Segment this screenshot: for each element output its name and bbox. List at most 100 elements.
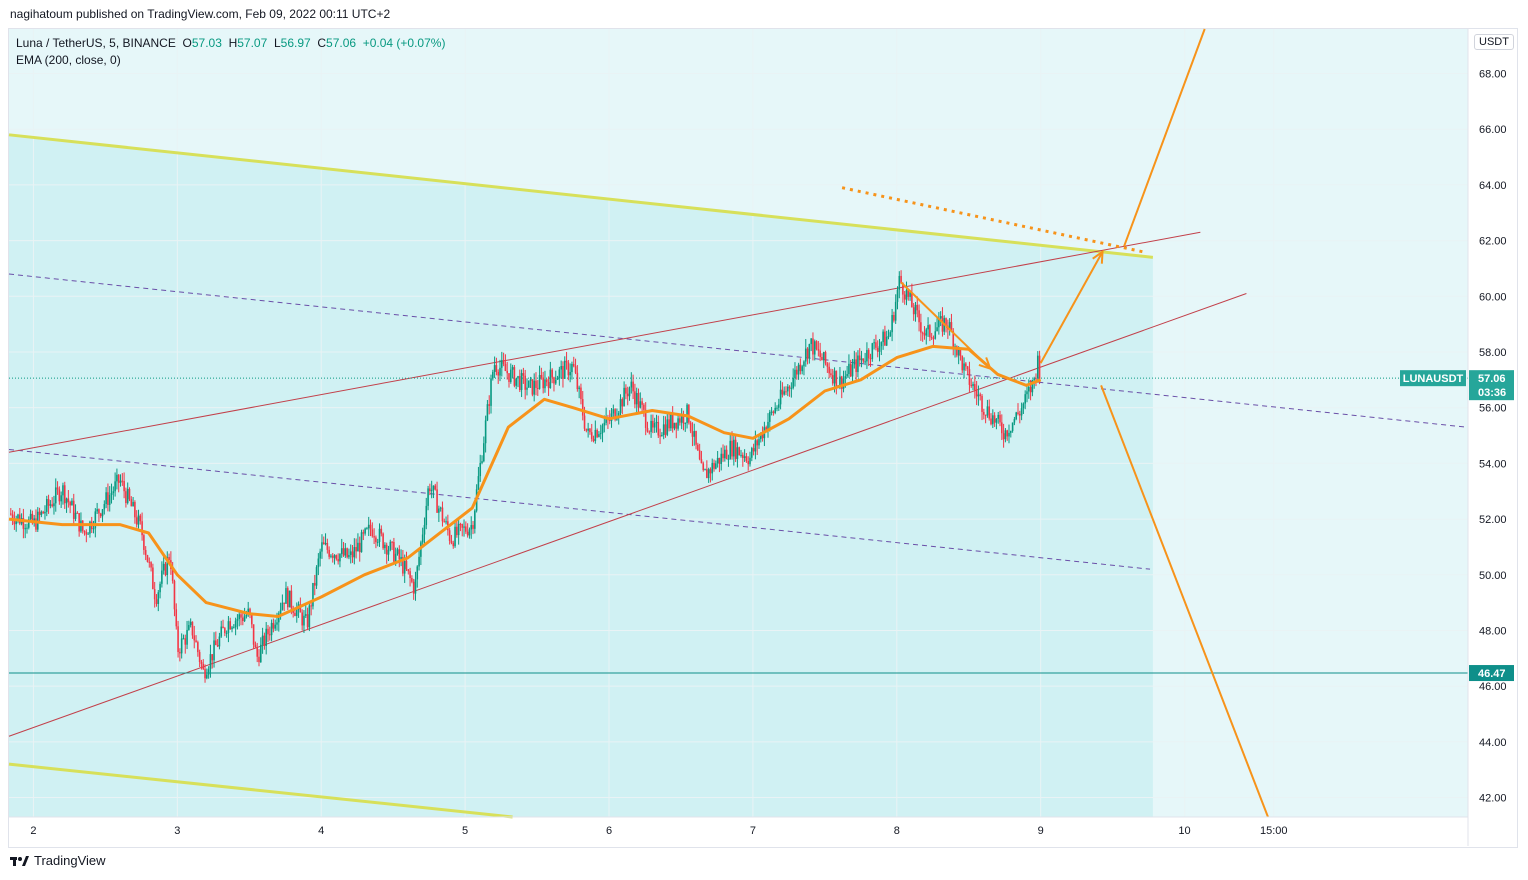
candle-body: [177, 626, 179, 653]
candle-body: [35, 518, 37, 530]
candle-body: [351, 551, 354, 558]
candle-body: [303, 615, 305, 626]
candle-body: [1038, 355, 1041, 382]
candle-body: [661, 435, 663, 437]
candle-body: [60, 495, 62, 502]
candle-body: [1004, 430, 1007, 440]
candle-body: [531, 379, 534, 395]
candle-body: [335, 555, 338, 560]
candle-body: [1002, 433, 1005, 440]
candle-body: [1001, 422, 1003, 434]
candle-body: [893, 315, 895, 321]
candle-body: [810, 338, 812, 345]
candle-body: [956, 346, 958, 356]
candle-body: [369, 524, 372, 530]
candle-body: [69, 501, 71, 506]
candle-body: [222, 626, 224, 629]
candle-body: [970, 384, 973, 387]
candle-body: [698, 450, 701, 460]
candle-body: [51, 504, 53, 507]
candle-body: [520, 373, 523, 391]
candle-body: [143, 535, 145, 550]
candle-body: [58, 489, 61, 502]
candle-body: [864, 361, 866, 363]
candle-body: [576, 372, 579, 390]
candle-body: [313, 582, 316, 586]
projection-breakout-line: [1123, 28, 1206, 247]
candle-body: [664, 424, 667, 435]
footer-brand[interactable]: TradingView: [10, 853, 106, 868]
candle-body: [1018, 413, 1021, 416]
candle-body: [643, 404, 645, 410]
candle-body: [9, 513, 12, 515]
candle-body: [938, 318, 940, 328]
candle-body: [328, 549, 330, 557]
candle-body: [608, 419, 611, 422]
candle-body: [875, 342, 877, 348]
candle-body: [909, 292, 911, 297]
candle-body: [758, 439, 760, 446]
projection-layer: [841, 28, 1269, 818]
candle-body: [114, 481, 116, 492]
candle-body: [283, 602, 285, 604]
trend-upper-line: [8, 231, 1201, 453]
current-price-value: 57.06: [1478, 373, 1506, 385]
candle-body: [677, 418, 679, 429]
candle-body: [653, 423, 656, 428]
candle-body: [342, 548, 345, 556]
candle-body: [585, 428, 588, 431]
candle-body: [164, 563, 167, 576]
candle-body: [948, 322, 951, 330]
candle-body: [569, 372, 571, 376]
candle-body: [599, 433, 602, 435]
currency-button[interactable]: USDT: [1474, 34, 1514, 50]
candle-body: [797, 364, 800, 375]
candle-body: [258, 656, 260, 663]
candle-body: [517, 376, 519, 379]
candle-body: [590, 432, 593, 439]
candle-body: [720, 453, 723, 464]
candle-body: [67, 498, 70, 502]
candle-body: [492, 372, 494, 379]
candle-body: [988, 406, 991, 419]
candle-body: [229, 621, 232, 630]
candle-body: [463, 526, 465, 528]
candle-body: [535, 380, 537, 388]
candle-body: [527, 380, 530, 388]
candle-body: [128, 488, 131, 500]
candle-body: [515, 378, 517, 386]
candle-body: [225, 632, 228, 634]
candle-body: [62, 485, 64, 496]
candle-body: [420, 542, 422, 557]
candle-body: [24, 528, 26, 530]
candle-body: [959, 348, 962, 357]
candle-body: [288, 590, 291, 608]
candle-body: [418, 556, 420, 567]
candle-body: [997, 414, 1000, 419]
candle-body: [691, 431, 694, 437]
candle-body: [975, 390, 978, 397]
candle-body: [675, 422, 678, 429]
candle-body: [749, 457, 751, 465]
candle-body: [795, 369, 798, 375]
candle-body: [776, 407, 778, 409]
candle-body: [470, 525, 473, 530]
chart-legend: Luna / TetherUS, 5, BINANCE O57.03 H57.0…: [16, 35, 445, 69]
candle-body: [98, 509, 100, 514]
legend-ema-row[interactable]: EMA (200, close, 0): [16, 53, 121, 67]
candle-body: [89, 521, 91, 534]
candle-body: [918, 310, 920, 323]
legend-close: 57.06: [326, 36, 357, 50]
candle-body: [477, 476, 480, 490]
candle-body: [411, 578, 413, 582]
candle-body: [224, 628, 226, 633]
price-countdown: 03:36: [1478, 387, 1506, 399]
candle-body: [168, 557, 170, 561]
candle-body: [407, 569, 410, 572]
candle-body: [806, 348, 809, 359]
legend-high: 57.07: [237, 36, 268, 50]
candle-body: [657, 421, 660, 436]
candle-body: [839, 376, 841, 386]
candle-body: [965, 363, 967, 367]
